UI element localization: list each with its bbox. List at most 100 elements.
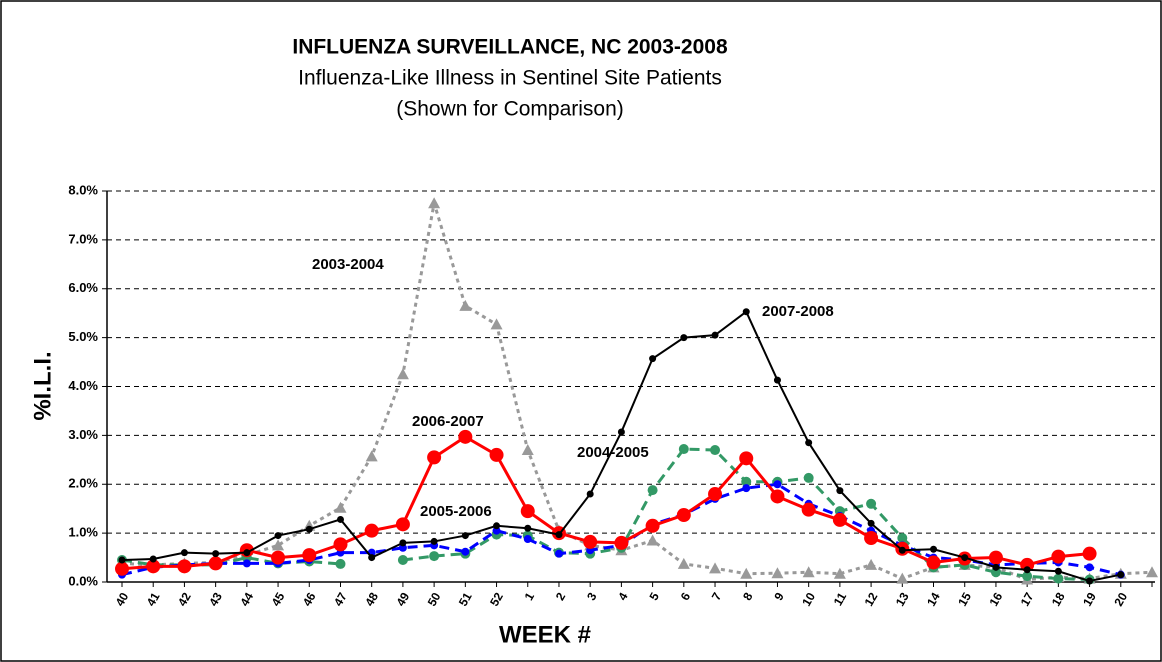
series-marker [242, 559, 251, 568]
series-label: 2007-2008 [762, 303, 834, 320]
series-marker [524, 524, 532, 532]
series-marker [212, 550, 220, 558]
series-marker [274, 532, 282, 540]
y-tick-label: 2.0% [68, 476, 98, 491]
series-marker [646, 534, 659, 546]
series-marker [961, 554, 969, 562]
series-marker [427, 450, 442, 465]
x-tick-label: 43 [206, 590, 225, 609]
series-marker [521, 444, 534, 456]
series-marker [1053, 573, 1064, 584]
series-marker [649, 355, 657, 363]
series-marker [208, 556, 223, 571]
series-marker [742, 308, 750, 316]
x-tick-label: 10 [799, 590, 818, 609]
y-tick-label: 6.0% [68, 280, 98, 295]
series-marker [805, 439, 813, 447]
series-marker [647, 485, 658, 496]
series-marker [773, 376, 781, 384]
series-marker [305, 525, 313, 533]
series-marker [833, 567, 846, 579]
series-marker [867, 519, 875, 527]
series-marker [490, 318, 503, 330]
series-marker [271, 550, 286, 565]
x-tick-label: 12 [862, 590, 881, 609]
series-marker [710, 445, 721, 456]
series-marker [832, 512, 847, 527]
series-marker [677, 557, 690, 569]
series-marker [364, 523, 379, 538]
series-marker [243, 549, 251, 557]
series-marker [1023, 566, 1031, 574]
x-tick-label: 41 [144, 590, 163, 609]
x-tick-label: 50 [425, 590, 444, 609]
x-tick-label: 49 [393, 590, 412, 609]
series-marker [333, 537, 348, 552]
series-marker [461, 532, 469, 540]
series-marker [988, 550, 1003, 565]
x-tick-label: 51 [456, 590, 475, 609]
series-marker [801, 502, 816, 517]
series-marker [492, 526, 501, 535]
series-marker [554, 549, 563, 558]
series-marker [865, 558, 878, 570]
series-marker [395, 517, 410, 532]
chart-title: INFLUENZA SURVEILLANCE, NC 2003-2008 [292, 36, 728, 59]
y-tick-label: 8.0% [68, 182, 98, 197]
series-marker [334, 501, 347, 513]
x-tick-label: 52 [487, 590, 506, 609]
series-marker [708, 487, 723, 502]
series-marker [1082, 546, 1097, 561]
x-tick-label: 47 [331, 590, 350, 609]
series-marker [1054, 567, 1062, 575]
series-marker [555, 531, 563, 539]
series-marker [680, 334, 688, 342]
series-marker [1117, 571, 1125, 579]
series-marker [397, 555, 408, 566]
series-marker [335, 558, 346, 569]
series-marker [740, 567, 753, 579]
x-tick-label: 45 [269, 590, 288, 609]
series-marker [1085, 563, 1094, 572]
series-marker [803, 472, 814, 483]
series-marker [896, 572, 909, 584]
series-marker [1146, 566, 1158, 578]
chart-subtitle: (Shown for Comparison) [396, 98, 624, 121]
series-label: 2004-2005 [577, 444, 649, 461]
series-marker [711, 331, 719, 339]
series-marker [118, 556, 126, 564]
series-marker [493, 522, 501, 530]
series-marker [770, 489, 785, 504]
series-marker [1022, 571, 1033, 582]
series-marker [430, 537, 438, 545]
series-label: 2003-2004 [312, 256, 384, 273]
series-marker [523, 534, 532, 543]
chart-subtitle: Influenza-Like Illness in Sentinel Site … [298, 67, 722, 90]
series-marker [742, 484, 751, 493]
series-marker [802, 566, 815, 578]
series-marker [429, 551, 440, 562]
series-marker [614, 535, 629, 550]
x-tick-label: 16 [986, 590, 1005, 609]
series-marker [866, 498, 877, 509]
series-marker [836, 487, 844, 495]
series-marker [926, 555, 941, 570]
series-marker [368, 554, 376, 562]
series-marker [864, 531, 879, 546]
series-marker [365, 450, 378, 462]
series-marker [773, 480, 782, 489]
series-marker [678, 444, 689, 455]
series-marker [709, 562, 722, 574]
y-tick-label: 7.0% [68, 231, 98, 246]
x-tick-label: 15 [955, 590, 974, 609]
series-marker [898, 546, 906, 554]
series-marker [739, 451, 754, 466]
x-tick-label: 46 [300, 590, 319, 609]
series-marker [180, 549, 188, 557]
series-marker [272, 539, 285, 551]
series-marker [586, 490, 594, 498]
series-marker [115, 561, 129, 576]
y-axis-label: %I.L.I. [29, 351, 56, 420]
series-marker [645, 518, 660, 533]
